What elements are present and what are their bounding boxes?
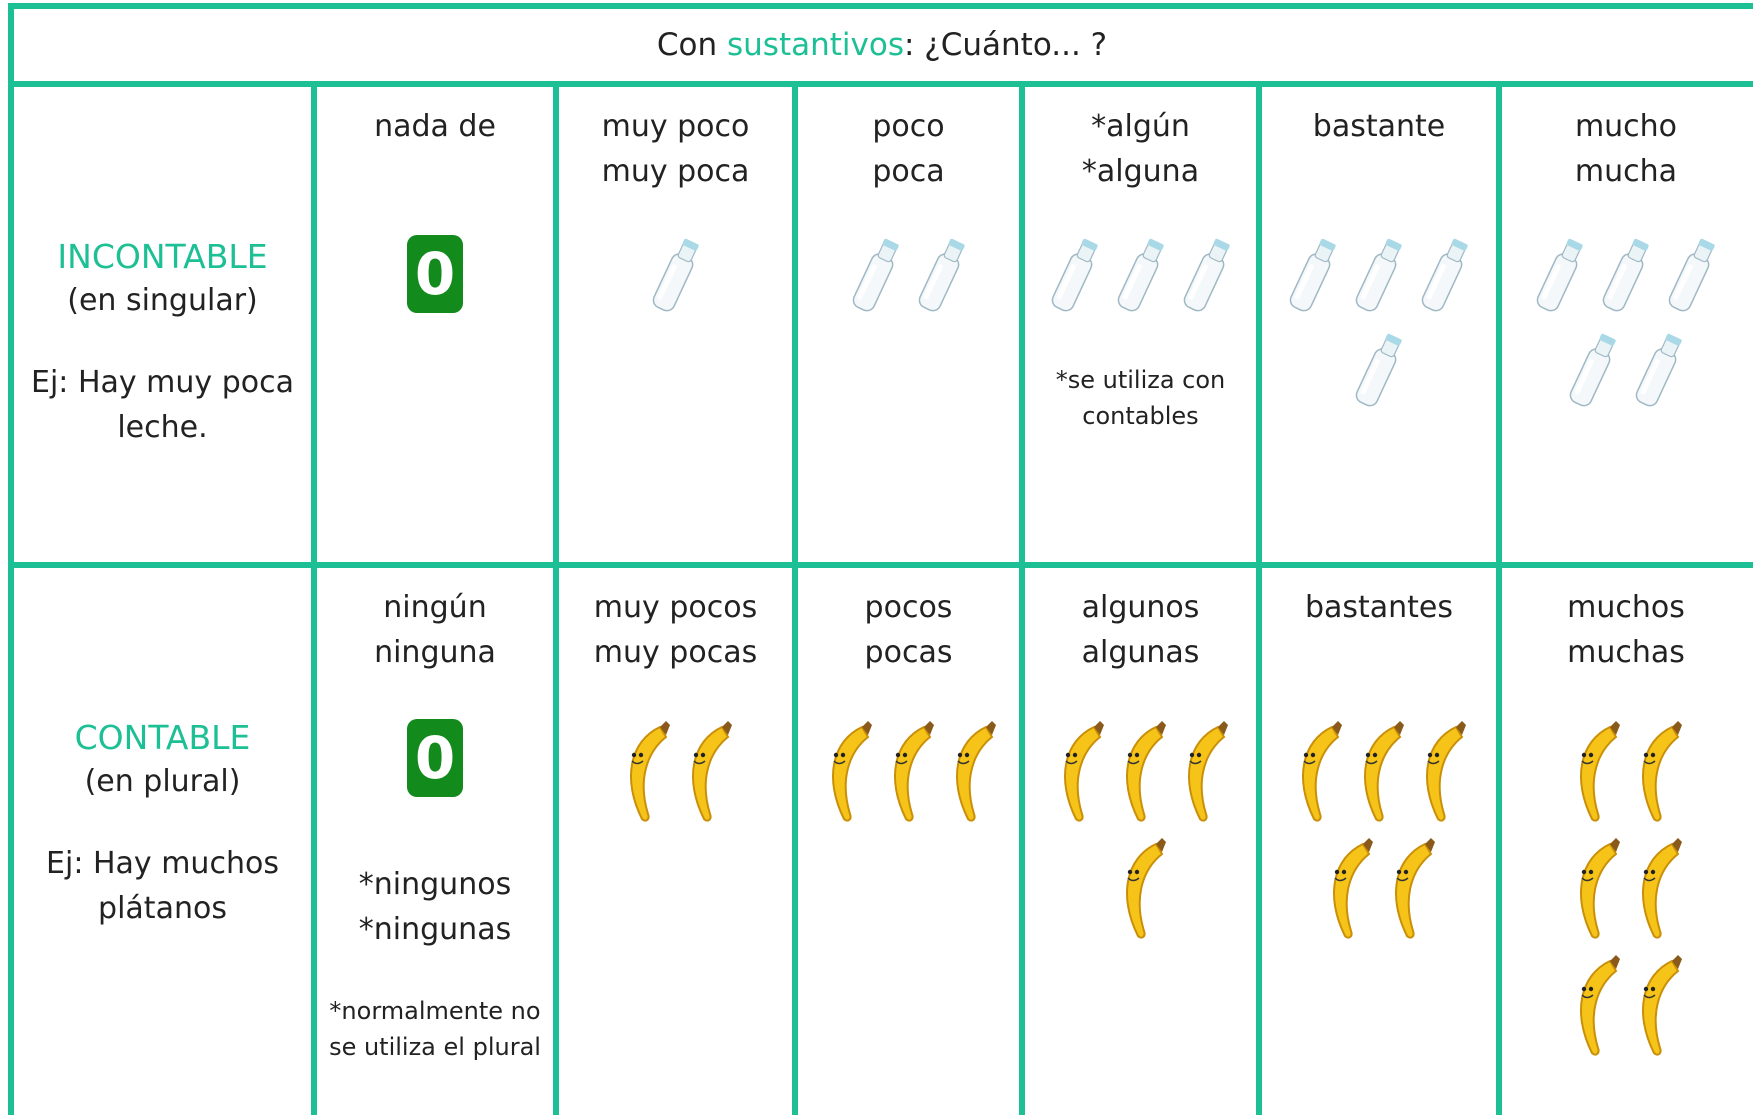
milk-bottle — [1117, 238, 1164, 312]
quantifier: bastantes — [1304, 590, 1454, 625]
banana — [1302, 721, 1342, 822]
milk-bottle — [1183, 238, 1230, 312]
banana — [1125, 838, 1166, 939]
cell: bastantes — [1259, 565, 1499, 1115]
quantifier: *alguna — [1081, 154, 1200, 189]
quantifier: mucha — [1574, 154, 1678, 189]
quantifier: muy pocos — [593, 590, 758, 625]
row-sublabel: (en plural) — [84, 764, 241, 799]
plural-form: *ningunos — [358, 867, 512, 902]
banana — [1580, 838, 1620, 939]
milk-bottle — [918, 238, 965, 312]
quantifier: nada de — [374, 109, 496, 144]
banana — [831, 721, 872, 822]
milk-bottle — [1289, 238, 1336, 312]
cell: muchos muchas — [1499, 565, 1753, 1115]
border-line — [311, 84, 317, 1115]
milk-bottle — [852, 238, 899, 312]
border-line — [8, 81, 1753, 87]
banana — [629, 721, 670, 822]
banana — [1333, 838, 1373, 939]
row-sublabel: (en singular) — [67, 283, 258, 318]
row-label: CONTABLE — [74, 718, 251, 757]
cell: mucho mucha — [1499, 84, 1753, 565]
quantifier: muchos — [1567, 590, 1685, 625]
border-line — [553, 84, 559, 1115]
border-line — [792, 84, 798, 1115]
milk-bottle — [1421, 238, 1468, 312]
banana — [1125, 721, 1166, 822]
cell: muy pocos muy pocas — [556, 565, 795, 1115]
quantifier: ninguna — [374, 635, 496, 670]
border-line — [1019, 84, 1025, 1115]
border-line — [8, 562, 1753, 568]
cell: ningún ninguna 0 *ningunos *ningunas *normalm… — [314, 565, 556, 1115]
quantifier: algunos — [1081, 590, 1200, 625]
zero-icon: 0 — [407, 719, 463, 797]
row-header: INCONTABLE (en singular) Ej: Hay muy poca … — [11, 84, 314, 565]
title-part: : ¿Cuánto... ? — [903, 27, 1108, 63]
quantifier: ningún — [383, 590, 487, 625]
quantifier: muy pocas — [593, 635, 758, 670]
title-part: Con — [656, 27, 727, 63]
title: Con sustantivos: ¿Cuánto... ? — [11, 6, 1753, 84]
milk-bottle — [1635, 333, 1682, 407]
banana — [691, 721, 732, 822]
banana — [1580, 955, 1620, 1056]
cell: pocos pocas — [795, 565, 1022, 1115]
banana — [1426, 721, 1466, 822]
quantifier: *algún — [1091, 109, 1190, 144]
banana — [1395, 838, 1435, 939]
milk-bottle — [652, 238, 699, 312]
quantifier: poca — [872, 154, 945, 189]
milk-bottle — [1602, 238, 1649, 312]
banana — [1642, 721, 1682, 822]
quantifier: muy poco — [601, 109, 750, 144]
title-part: sustantivos — [727, 27, 904, 63]
cell: bastante — [1259, 84, 1499, 565]
quantifier: pocas — [864, 635, 953, 670]
milk-bottle — [1355, 238, 1402, 312]
border-line — [1496, 84, 1502, 1115]
cell: *algún *alguna *se utiliza con contables — [1022, 84, 1259, 565]
row-header: CONTABLE (en plural) Ej: Hay muchos plátan… — [11, 565, 314, 1115]
cell: poco poca — [795, 84, 1022, 565]
banana — [1642, 838, 1682, 939]
quantifier: muy poca — [601, 154, 750, 189]
quantifier: mucho — [1574, 109, 1678, 144]
milk-bottle — [1668, 238, 1715, 312]
border-line — [8, 3, 1753, 9]
plural-form: *ningunas — [358, 912, 512, 947]
note: *normalmente no se utiliza el plural — [329, 997, 541, 1061]
border-line — [1256, 84, 1262, 1115]
quantifier: poco — [872, 109, 945, 144]
banana — [1642, 955, 1682, 1056]
row-label: INCONTABLE — [57, 237, 268, 276]
quantifier: pocos — [864, 590, 953, 625]
row-example: Ej: Hay muchos plátanos — [46, 846, 279, 926]
banana — [1364, 721, 1404, 822]
banana — [1580, 721, 1620, 822]
cell: nada de 0 — [314, 84, 556, 565]
zero-icon: 0 — [407, 235, 463, 313]
banana — [893, 721, 934, 822]
milk-bottle — [1569, 333, 1616, 407]
note: *se utiliza con contables — [1055, 366, 1226, 430]
cell: muy poco muy poca — [556, 84, 795, 565]
milk-bottle — [1536, 238, 1583, 312]
row-example: Ej: Hay muy poca leche. — [31, 365, 294, 445]
quantifier: algunas — [1081, 635, 1200, 670]
quantifier: bastante — [1312, 109, 1446, 144]
banana — [955, 721, 996, 822]
border-line — [8, 3, 14, 1115]
banana — [1187, 721, 1228, 822]
cell: algunos algunas — [1022, 565, 1259, 1115]
milk-bottle — [1051, 238, 1098, 312]
quantifier: muchas — [1567, 635, 1685, 670]
banana — [1063, 721, 1104, 822]
milk-bottle — [1355, 333, 1402, 407]
